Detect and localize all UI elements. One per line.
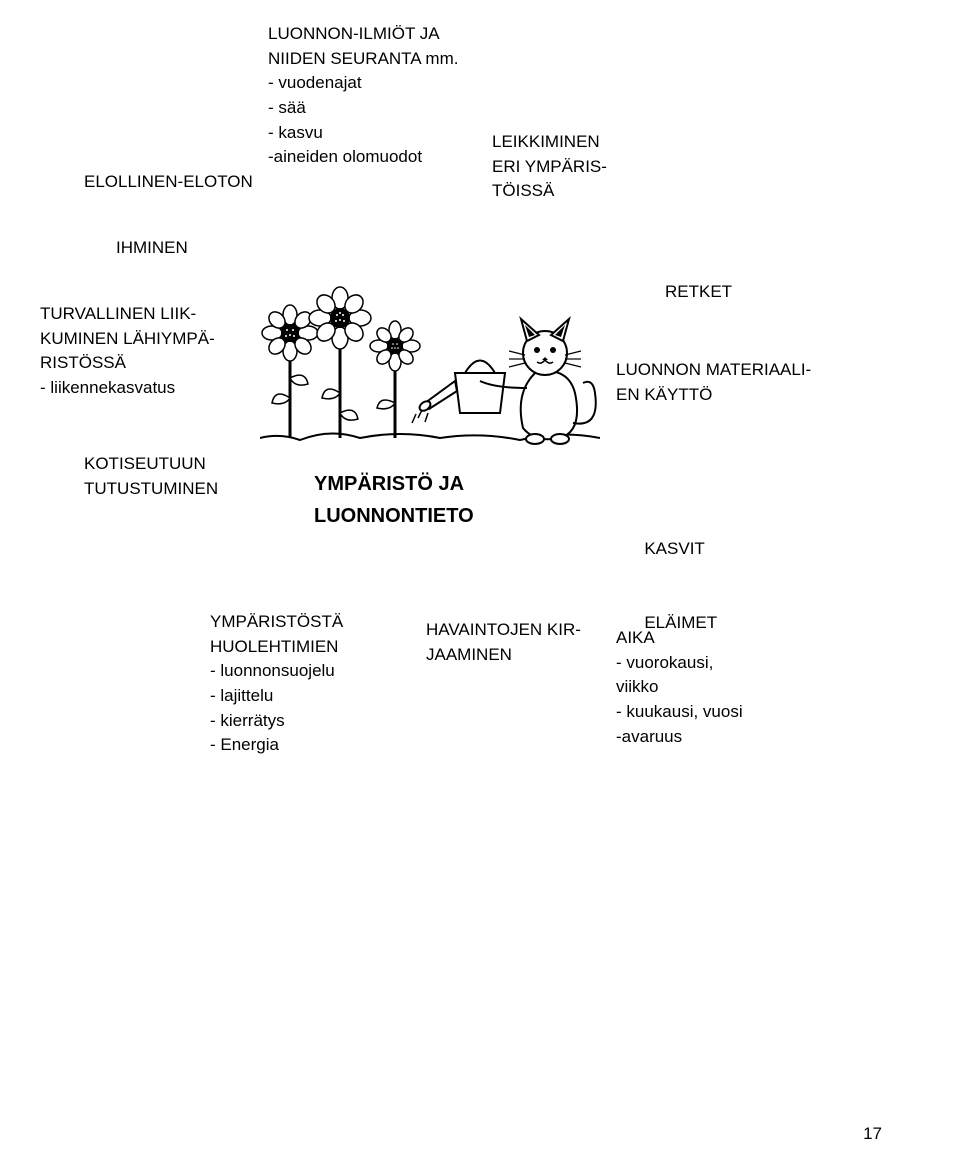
text-line: - sää bbox=[268, 96, 458, 121]
text-line: - kuukausi, vuosi bbox=[616, 700, 743, 725]
text-line: TURVALLINEN LIIK- bbox=[40, 302, 215, 327]
text-line: - kierrätys bbox=[210, 709, 343, 734]
center-title: YMPÄRISTÖ JA LUONNONTIETO bbox=[314, 468, 474, 532]
text-line: LUONNON-ILMIÖT JA bbox=[268, 22, 458, 47]
text-line: -aineiden olomuodot bbox=[268, 145, 458, 170]
leikkiminen-block: LEIKKIMINEN ERI YMPÄRIS- TÖISSÄ bbox=[492, 130, 607, 204]
aika-block: AIKA - vuorokausi, viikko - kuukausi, vu… bbox=[616, 626, 743, 749]
text-line: - lajittelu bbox=[210, 684, 343, 709]
materiaalit-block: LUONNON MATERIAALI- EN KÄYTTÖ bbox=[616, 358, 811, 407]
ymparisto-block: YMPÄRISTÖSTÄ HUOLEHTIMIEN - luonnonsuoje… bbox=[210, 610, 343, 758]
text-line: - liikennekasvatus bbox=[40, 376, 215, 401]
text-line: TÖISSÄ bbox=[492, 179, 607, 204]
text-line: - vuorokausi, bbox=[616, 651, 743, 676]
text-line: KOTISEUTUUN bbox=[84, 452, 218, 477]
text-line: - luonnonsuojelu bbox=[210, 659, 343, 684]
text-line: NIIDEN SEURANTA mm. bbox=[268, 47, 458, 72]
text-line: - kasvu bbox=[268, 121, 458, 146]
text-line: KASVIT bbox=[616, 537, 717, 562]
kotiseutuun-block: KOTISEUTUUN TUTUSTUMINEN bbox=[84, 452, 218, 501]
text-line: EN KÄYTTÖ bbox=[616, 383, 811, 408]
text-line: HAVAINTOJEN KIR- bbox=[426, 618, 581, 643]
retket-label: RETKET bbox=[665, 280, 732, 305]
havaintojen-block: HAVAINTOJEN KIR- JAAMINEN bbox=[426, 618, 581, 667]
text-line: YMPÄRISTÖ JA bbox=[314, 468, 474, 500]
text-line: - Energia bbox=[210, 733, 343, 758]
elollinen-eloton-label: ELOLLINEN-ELOTON bbox=[84, 170, 253, 195]
ihminen-label: IHMINEN bbox=[116, 236, 188, 261]
text-line: LUONNONTIETO bbox=[314, 500, 474, 532]
text-line: JAAMINEN bbox=[426, 643, 581, 668]
text-line: AIKA bbox=[616, 626, 743, 651]
text-line: KUMINEN LÄHIYMPÄ- bbox=[40, 327, 215, 352]
text-line: YMPÄRISTÖSTÄ bbox=[210, 610, 343, 635]
turvallinen-block: TURVALLINEN LIIK- KUMINEN LÄHIYMPÄ- RIST… bbox=[40, 302, 215, 401]
text-line: HUOLEHTIMIEN bbox=[210, 635, 343, 660]
sunflower-cat-icon bbox=[260, 278, 600, 468]
text-line: LUONNON MATERIAALI- bbox=[616, 358, 811, 383]
page-number: 17 bbox=[863, 1124, 882, 1144]
text-line: -avaruus bbox=[616, 725, 743, 750]
text-line: ERI YMPÄRIS- bbox=[492, 155, 607, 180]
text-line: RISTÖSSÄ bbox=[40, 351, 215, 376]
text-line: LEIKKIMINEN bbox=[492, 130, 607, 155]
text-line: TUTUSTUMINEN bbox=[84, 477, 218, 502]
luonnon-ilmiot-block: LUONNON-ILMIÖT JA NIIDEN SEURANTA mm. - … bbox=[268, 22, 458, 170]
center-illustration bbox=[260, 278, 600, 468]
text-line: - vuodenajat bbox=[268, 71, 458, 96]
text-line: viikko bbox=[616, 675, 743, 700]
